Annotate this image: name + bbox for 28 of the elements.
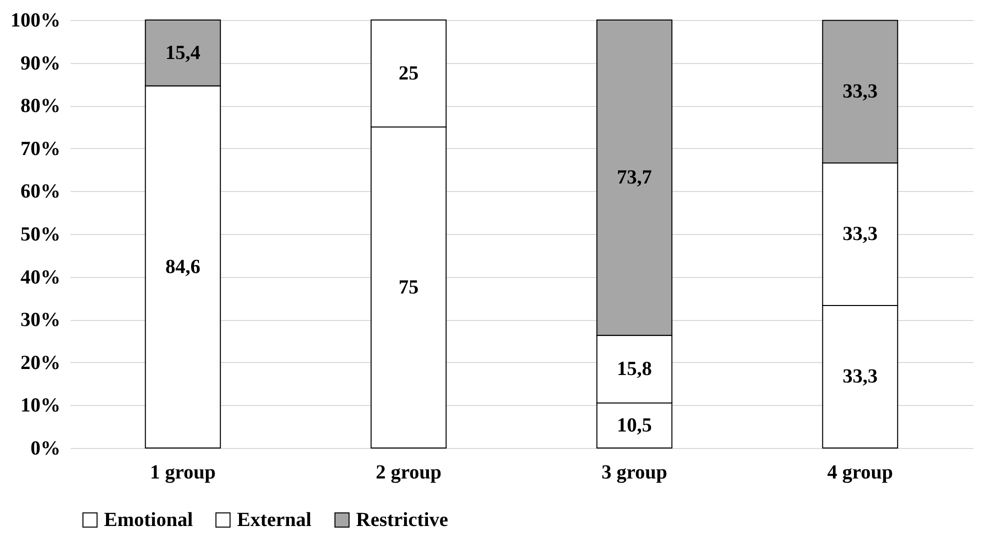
data-label: 25 — [398, 62, 419, 84]
data-label: 10,5 — [616, 414, 652, 437]
y-tick-label: 30% — [20, 309, 60, 332]
y-tick-label: 60% — [20, 180, 60, 203]
y-tick-label: 10% — [20, 394, 60, 417]
y-tick-label: 100% — [10, 10, 60, 32]
y-tick-label: 80% — [20, 95, 60, 118]
data-label: 75 — [398, 276, 419, 298]
y-tick-label: 50% — [20, 224, 60, 246]
y-tick-label: 70% — [20, 138, 60, 160]
data-label: 84,6 — [165, 256, 200, 278]
data-label: 15,4 — [165, 42, 200, 64]
y-tick-label: 90% — [20, 52, 60, 74]
y-tick-label: 40% — [20, 266, 60, 288]
legend-label: External — [237, 509, 312, 531]
data-label: 73,7 — [616, 166, 652, 189]
y-tick-label: 0% — [30, 438, 60, 460]
x-tick-label: 4 group — [827, 462, 894, 484]
x-tick-label: 3 group — [601, 462, 668, 484]
data-label: 33,3 — [842, 223, 878, 246]
data-label: 33,3 — [842, 80, 878, 103]
data-label: 15,8 — [616, 358, 652, 380]
x-tick-label: 1 group — [150, 462, 216, 484]
data-label: 33,3 — [842, 366, 878, 388]
y-tick-label: 20% — [20, 352, 60, 374]
legend-label: Emotional — [104, 509, 194, 531]
legend-label: Restrictive — [356, 509, 448, 531]
x-tick-label: 2 group — [376, 462, 442, 484]
